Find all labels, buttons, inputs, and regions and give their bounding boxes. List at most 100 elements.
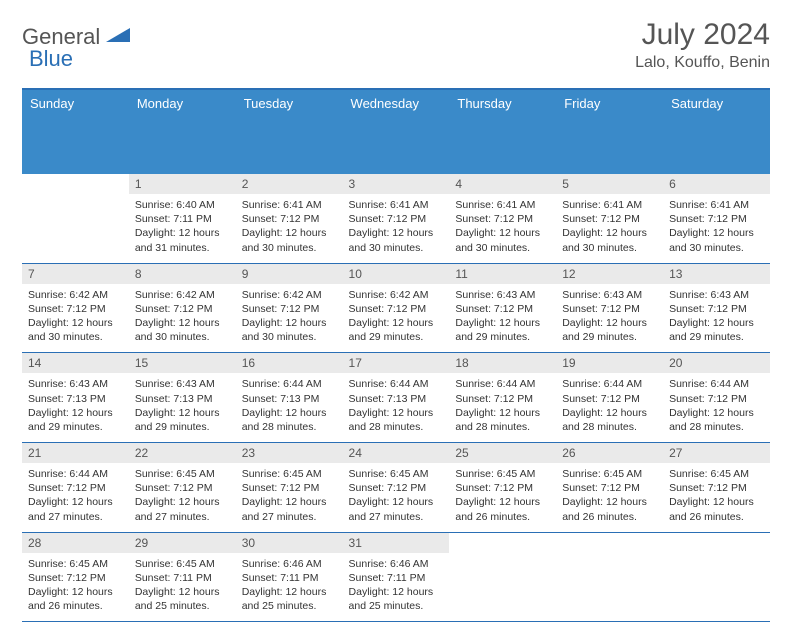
day-header: Thursday [449, 90, 556, 174]
day-cell: 13Sunrise: 6:43 AMSunset: 7:12 PMDayligh… [663, 264, 770, 353]
day-header: Sunday [22, 90, 129, 174]
daylight-text: Daylight: 12 hours and 29 minutes. [28, 406, 123, 434]
day-cell: 17Sunrise: 6:44 AMSunset: 7:13 PMDayligh… [343, 353, 450, 442]
sunset-text: Sunset: 7:12 PM [349, 212, 444, 226]
daylight-text: Daylight: 12 hours and 30 minutes. [455, 226, 550, 254]
sunrise-text: Sunrise: 6:41 AM [242, 198, 337, 212]
sunrise-text: Sunrise: 6:44 AM [669, 377, 764, 391]
sunset-text: Sunset: 7:12 PM [135, 302, 230, 316]
day-info: Sunrise: 6:45 AMSunset: 7:12 PMDaylight:… [242, 467, 337, 524]
sunrise-text: Sunrise: 6:46 AM [242, 557, 337, 571]
day-info: Sunrise: 6:46 AMSunset: 7:11 PMDaylight:… [349, 557, 444, 614]
sunrise-text: Sunrise: 6:43 AM [135, 377, 230, 391]
daylight-text: Daylight: 12 hours and 30 minutes. [242, 316, 337, 344]
day-cell: 5Sunrise: 6:41 AMSunset: 7:12 PMDaylight… [556, 174, 663, 263]
day-cell: 1Sunrise: 6:40 AMSunset: 7:11 PMDaylight… [129, 174, 236, 263]
daylight-text: Daylight: 12 hours and 27 minutes. [349, 495, 444, 523]
daylight-text: Daylight: 12 hours and 29 minutes. [669, 316, 764, 344]
day-info: Sunrise: 6:42 AMSunset: 7:12 PMDaylight:… [28, 288, 123, 345]
day-info: Sunrise: 6:43 AMSunset: 7:12 PMDaylight:… [455, 288, 550, 345]
day-cell: 2Sunrise: 6:41 AMSunset: 7:12 PMDaylight… [236, 174, 343, 263]
day-cell: 21Sunrise: 6:44 AMSunset: 7:12 PMDayligh… [22, 443, 129, 532]
day-cell: 6Sunrise: 6:41 AMSunset: 7:12 PMDaylight… [663, 174, 770, 263]
day-number: 25 [449, 443, 556, 463]
day-info: Sunrise: 6:41 AMSunset: 7:12 PMDaylight:… [669, 198, 764, 255]
day-number: 9 [236, 264, 343, 284]
daylight-text: Daylight: 12 hours and 29 minutes. [135, 406, 230, 434]
sunrise-text: Sunrise: 6:46 AM [349, 557, 444, 571]
sunset-text: Sunset: 7:12 PM [669, 212, 764, 226]
day-cell: 18Sunrise: 6:44 AMSunset: 7:12 PMDayligh… [449, 353, 556, 442]
day-info: Sunrise: 6:45 AMSunset: 7:11 PMDaylight:… [135, 557, 230, 614]
daylight-text: Daylight: 12 hours and 28 minutes. [242, 406, 337, 434]
day-cell: 24Sunrise: 6:45 AMSunset: 7:12 PMDayligh… [343, 443, 450, 532]
day-info: Sunrise: 6:41 AMSunset: 7:12 PMDaylight:… [562, 198, 657, 255]
sunset-text: Sunset: 7:13 PM [28, 392, 123, 406]
day-info: Sunrise: 6:42 AMSunset: 7:12 PMDaylight:… [135, 288, 230, 345]
day-header: Monday [129, 90, 236, 174]
daylight-text: Daylight: 12 hours and 25 minutes. [349, 585, 444, 613]
day-cell: 8 Sunrise: 6:42 AMSunset: 7:12 PMDaylight… [129, 264, 236, 353]
day-header: Friday [556, 90, 663, 174]
day-cell: 15Sunrise: 6:43 AMSunset: 7:13 PMDayligh… [129, 353, 236, 442]
sunset-text: Sunset: 7:12 PM [242, 212, 337, 226]
sunset-text: Sunset: 7:12 PM [562, 302, 657, 316]
day-number: 7 [22, 264, 129, 284]
day-info: Sunrise: 6:44 AMSunset: 7:12 PMDaylight:… [669, 377, 764, 434]
daylight-text: Daylight: 12 hours and 27 minutes. [135, 495, 230, 523]
sunrise-text: Sunrise: 6:41 AM [669, 198, 764, 212]
day-number: 26 [556, 443, 663, 463]
day-cell: 4Sunrise: 6:41 AMSunset: 7:12 PMDaylight… [449, 174, 556, 263]
sunrise-text: Sunrise: 6:45 AM [669, 467, 764, 481]
daylight-text: Daylight: 12 hours and 27 minutes. [28, 495, 123, 523]
sunrise-text: Sunrise: 6:43 AM [669, 288, 764, 302]
day-info: Sunrise: 6:41 AMSunset: 7:12 PMDaylight:… [455, 198, 550, 255]
daylight-text: Daylight: 12 hours and 27 minutes. [242, 495, 337, 523]
week-row: 1Sunrise: 6:40 AMSunset: 7:11 PMDaylight… [22, 174, 770, 264]
day-number: 19 [556, 353, 663, 373]
sunset-text: Sunset: 7:12 PM [28, 302, 123, 316]
sunset-text: Sunset: 7:12 PM [455, 481, 550, 495]
sunset-text: Sunset: 7:12 PM [28, 481, 123, 495]
daylight-text: Daylight: 12 hours and 30 minutes. [562, 226, 657, 254]
day-info: Sunrise: 6:45 AMSunset: 7:12 PMDaylight:… [28, 557, 123, 614]
day-info: Sunrise: 6:42 AMSunset: 7:12 PMDaylight:… [242, 288, 337, 345]
sunrise-text: Sunrise: 6:42 AM [242, 288, 337, 302]
sunset-text: Sunset: 7:13 PM [242, 392, 337, 406]
day-cell: 23 Sunrise: 6:45 AMSunset: 7:12 PMDayligh… [236, 443, 343, 532]
day-cell: 20Sunrise: 6:44 AMSunset: 7:12 PMDayligh… [663, 353, 770, 442]
daylight-text: Daylight: 12 hours and 29 minutes. [349, 316, 444, 344]
sunset-text: Sunset: 7:12 PM [242, 302, 337, 316]
day-info: Sunrise: 6:43 AMSunset: 7:13 PMDaylight:… [135, 377, 230, 434]
day-header: Wednesday [343, 90, 450, 174]
sunrise-text: Sunrise: 6:44 AM [349, 377, 444, 391]
daylight-text: Daylight: 12 hours and 25 minutes. [242, 585, 337, 613]
day-cell: 14Sunrise: 6:43 AMSunset: 7:13 PMDayligh… [22, 353, 129, 442]
day-info: Sunrise: 6:44 AMSunset: 7:12 PMDaylight:… [562, 377, 657, 434]
daylight-text: Daylight: 12 hours and 30 minutes. [349, 226, 444, 254]
daylight-text: Daylight: 12 hours and 28 minutes. [669, 406, 764, 434]
day-cell [663, 533, 770, 622]
day-cell: 3Sunrise: 6:41 AMSunset: 7:12 PMDaylight… [343, 174, 450, 263]
sunset-text: Sunset: 7:12 PM [669, 302, 764, 316]
day-number: 27 [663, 443, 770, 463]
day-cell: 27Sunrise: 6:45 AMSunset: 7:12 PMDayligh… [663, 443, 770, 532]
title-block: July 2024 Lalo, Kouffo, Benin [635, 18, 770, 72]
day-cell: 12 Sunrise: 6:43 AMSunset: 7:12 PMDayligh… [556, 264, 663, 353]
daylight-text: Daylight: 12 hours and 26 minutes. [562, 495, 657, 523]
day-number: 23 [236, 443, 343, 463]
day-number: 12 [556, 264, 663, 284]
sunset-text: Sunset: 7:12 PM [135, 481, 230, 495]
day-number: 10 [343, 264, 450, 284]
day-info: Sunrise: 6:41 AMSunset: 7:12 PMDaylight:… [242, 198, 337, 255]
sunrise-text: Sunrise: 6:45 AM [562, 467, 657, 481]
day-cell [22, 174, 129, 263]
sunrise-text: Sunrise: 6:42 AM [135, 288, 230, 302]
daylight-text: Daylight: 12 hours and 30 minutes. [28, 316, 123, 344]
day-info: Sunrise: 6:43 AMSunset: 7:12 PMDaylight:… [562, 288, 657, 345]
sunset-text: Sunset: 7:13 PM [135, 392, 230, 406]
day-number: 3 [343, 174, 450, 194]
day-number: 8 [129, 264, 236, 284]
logo-text-blue: Blue [29, 46, 73, 71]
day-header: Saturday [663, 90, 770, 174]
